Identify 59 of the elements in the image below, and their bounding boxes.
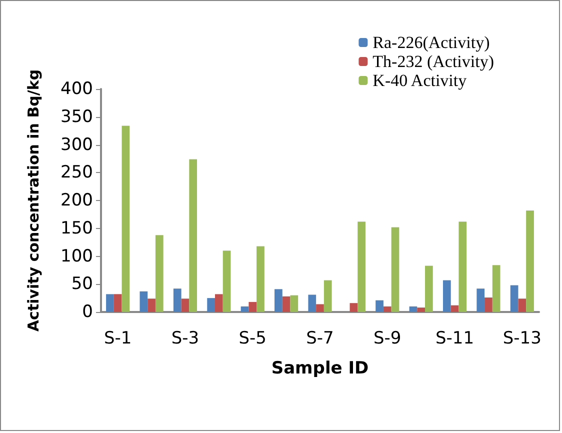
y-tick-label: 250: [60, 162, 93, 183]
bar: [256, 246, 264, 312]
y-tick-label: 350: [60, 106, 93, 127]
legend-label: Th-232 (Activity): [372, 52, 494, 71]
bar: [417, 308, 426, 312]
x-tick-label: S-3: [171, 328, 200, 348]
y-tick-label: 50: [71, 274, 93, 294]
y-tick-label: 400: [60, 79, 93, 99]
bar: [106, 294, 114, 312]
y-tick-label: 100: [60, 246, 93, 266]
bar: [282, 296, 290, 312]
bar: [173, 288, 182, 312]
bar: [189, 159, 198, 312]
bar: [425, 266, 433, 312]
x-tick-label: S-13: [502, 328, 542, 348]
bar: [122, 126, 130, 312]
y-tick-label: 150: [60, 218, 93, 238]
x-tick-label: S-7: [306, 328, 334, 348]
bar: [358, 222, 366, 312]
bar: [140, 291, 148, 312]
bar: [526, 210, 534, 312]
bar: [148, 298, 156, 312]
x-tick-label: S-9: [374, 328, 402, 348]
bar: [442, 280, 451, 312]
y-tick-label: 300: [60, 134, 93, 155]
legend-label: Ra-226(Activity): [372, 33, 490, 52]
bar: [274, 289, 282, 312]
y-tick-label: 0: [82, 302, 93, 322]
bar: [207, 298, 215, 312]
bar: [248, 302, 257, 312]
bar: [391, 227, 400, 312]
bar: [350, 303, 358, 312]
bar: [324, 280, 332, 312]
bar: [155, 235, 164, 312]
bar: [409, 306, 418, 312]
x-tick-label: S-11: [435, 328, 474, 348]
bar: [376, 300, 384, 312]
bar: [510, 285, 518, 312]
x-tick-label: S-5: [238, 328, 266, 348]
bar: [308, 294, 316, 312]
bar: [458, 222, 467, 312]
bar: [484, 298, 492, 312]
y-axis-title: Activity concentration in Bq/kg: [24, 69, 42, 332]
y-tick-label: 200: [60, 190, 93, 210]
bar: [316, 304, 324, 312]
bar: [290, 295, 298, 312]
bar: [214, 294, 223, 312]
legend-label: K-40 Activity: [372, 71, 468, 90]
bar: [492, 265, 500, 312]
bar: [476, 288, 485, 312]
x-tick-label: S-1: [104, 328, 132, 348]
x-axis-title: Sample ID: [271, 358, 369, 378]
bar: [181, 298, 190, 312]
bar: [222, 250, 231, 312]
bar: [114, 294, 122, 312]
bar: [450, 305, 459, 312]
bar: [383, 306, 392, 312]
bar: [240, 306, 249, 312]
bar: [518, 298, 526, 312]
